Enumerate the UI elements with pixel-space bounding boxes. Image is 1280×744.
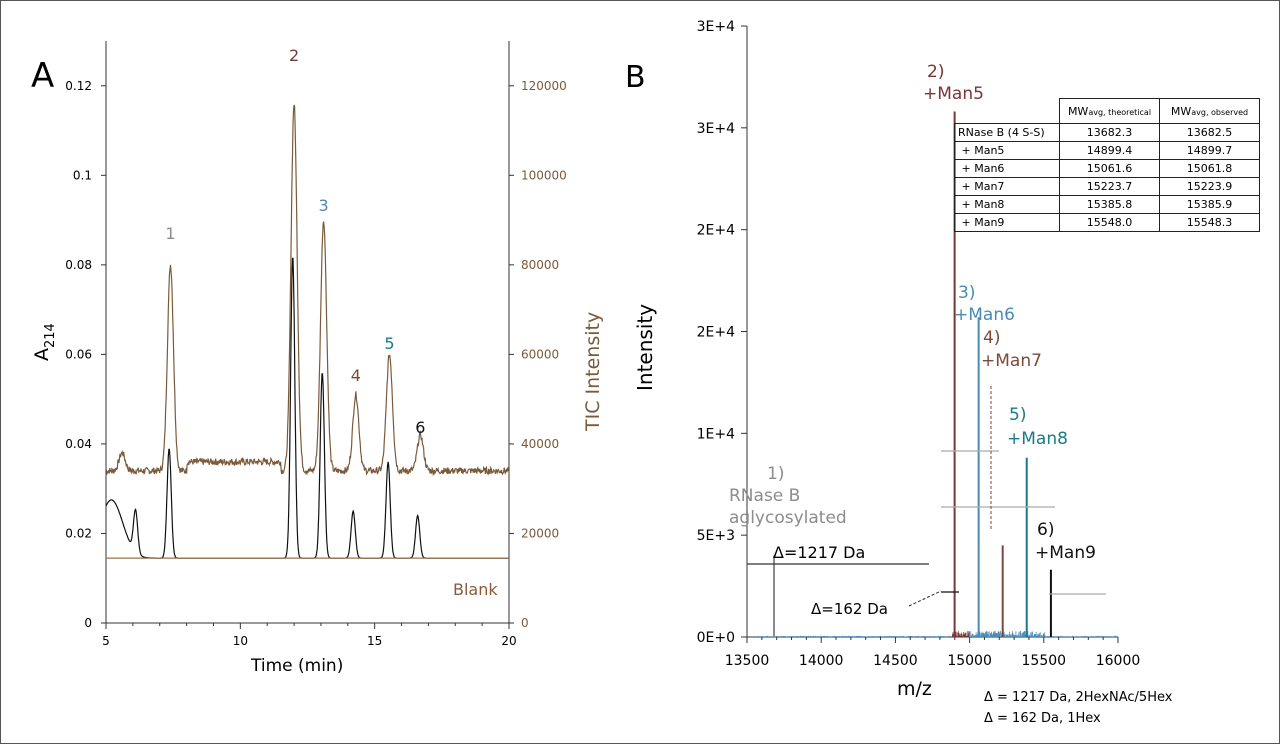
a-y2-tick-label: 20000 [521, 526, 559, 540]
a-y-tick-label: 0.08 [65, 258, 92, 272]
b-y-tick-label: 5E+3 [697, 528, 735, 544]
peak-label-3: 3 [319, 196, 329, 215]
b-y-tick-label: 3E+4 [697, 19, 735, 35]
panel-a: 5 10 15 2000.020.040.060.080.10.12020000400… [65, 41, 567, 648]
table-cell-value: 14899.7 [1159, 141, 1260, 160]
footnote-1: Δ = 1217 Da, 2HexNAc/5Hex [984, 690, 1173, 705]
ms-peak-label2-1: aglycosylated [729, 508, 847, 528]
header-observed: MWavg, observed [1159, 98, 1260, 124]
table-cell-label: + Man7 [954, 177, 1060, 196]
ms-peak-number-4: 4) [983, 328, 1000, 348]
blank-label: Blank [453, 580, 498, 599]
table-row: + Man9 15548.0 15548.3 [954, 213, 1260, 232]
ms-peak-number-5: 5) [1009, 405, 1026, 425]
b-y-tick-label: 1E+4 [697, 426, 735, 442]
table-row: RNase B (4 S-S) 13682.3 13682.5 [954, 123, 1260, 142]
table-row: + Man5 14899.4 14899.7 [954, 141, 1260, 160]
footnote-2: Δ = 162 Da, 1Hex [984, 711, 1101, 726]
table-row: + Man7 15223.7 15223.9 [954, 177, 1260, 196]
peak-label-6: 6 [415, 418, 425, 437]
b-x-tick-label: 15500 [1022, 653, 1067, 669]
b-x-tick-label: 14000 [799, 653, 844, 669]
a-y-tick-label: 0.12 [65, 79, 92, 93]
a-y-tick-label: 0.02 [65, 526, 92, 540]
b-ylabel: Intensity [633, 304, 657, 391]
ms-peak-label-3: +Man6 [954, 305, 1015, 325]
a-y-tick-label: 0.1 [73, 168, 92, 182]
a-y2-tick-label: 40000 [521, 437, 559, 451]
ms-peak-label-5: +Man8 [1007, 429, 1068, 449]
a-y2-tick-label: 60000 [521, 347, 559, 361]
table-row: + Man6 15061.6 15061.8 [954, 159, 1260, 178]
panel-letter-a: A [31, 56, 54, 96]
a-x-tick-label: 15 [367, 634, 382, 648]
b-y-tick-label: 0E+0 [697, 630, 735, 646]
a-y2-tick-label: 100000 [521, 168, 567, 182]
b-x-tick-label: 14500 [873, 653, 918, 669]
a-xlabel: Time (min) [250, 656, 343, 676]
table-row: + Man8 15385.8 15385.9 [954, 195, 1260, 214]
b-y-tick-label: 2E+4 [697, 223, 735, 239]
ms-peak-label-6: +Man9 [1035, 543, 1096, 563]
table-cell-value: 15385.8 [1059, 195, 1160, 214]
ms-peak-number-2: 2) [927, 62, 944, 82]
table-cell-value: 15223.9 [1159, 177, 1260, 196]
peak-label-4: 4 [351, 366, 361, 385]
b-x-tick-label: 13500 [725, 653, 770, 669]
peak-label-1: 1 [165, 224, 175, 243]
b-y-tick-label: 3E+4 [697, 121, 735, 137]
peak-label-5: 5 [384, 334, 394, 353]
table-cell-value: 13682.5 [1159, 123, 1260, 142]
a-series-1 [105, 104, 510, 477]
peak-label-2: 2 [289, 46, 299, 65]
a-y2-tick-label: 80000 [521, 258, 559, 272]
table-cell-value: 15385.9 [1159, 195, 1260, 214]
ms-peak-label-2: +Man5 [923, 84, 984, 104]
table-cell-label: + Man6 [954, 159, 1060, 178]
b-x-tick-label: 15000 [947, 653, 992, 669]
ms-peak-label-1: RNase B [729, 486, 800, 506]
a-x-tick-label: 5 [102, 634, 110, 648]
table-cell-value: 14899.4 [1059, 141, 1160, 160]
ms-peak-number-6: 6) [1037, 520, 1054, 540]
table-cell-value: 15548.0 [1059, 213, 1160, 232]
ms-peak-number-3: 3) [958, 283, 975, 303]
table-cell-value: 15061.6 [1059, 159, 1160, 178]
table-cell-value: 13682.3 [1059, 123, 1160, 142]
ms-peak-label-4: +Man7 [981, 351, 1042, 371]
delta-162-label: Δ=162 Da [811, 600, 888, 618]
delta-1217-label: Δ=1217 Da [773, 543, 865, 562]
table-cell-value: 15061.8 [1159, 159, 1260, 178]
header-theoretical: MWavg, theoretical [1059, 98, 1160, 124]
ms-peak-number-1: 1) [767, 464, 784, 484]
a-y-tick-label: 0.06 [65, 347, 92, 361]
a-y2-tick-label: 120000 [521, 79, 567, 93]
panel-letter-b: B [625, 60, 646, 95]
a-x-tick-label: 20 [501, 634, 516, 648]
a-series-0 [105, 257, 509, 559]
delta-162-leader [908, 590, 942, 607]
panel-b: 13500 14000 14500 15000 15500 16000 0E+0 5E+3 1E… [697, 19, 1141, 669]
table-cell-label: + Man9 [954, 213, 1060, 232]
a-y-tick-label: 0.04 [65, 437, 92, 451]
mw-table: MWavg, theoretical MWavg, observed RNase… [954, 98, 1260, 232]
table-cell-value: 15223.7 [1059, 177, 1160, 196]
table-cell-label: RNase B (4 S-S) [954, 123, 1060, 142]
b-x-tick-label: 16000 [1096, 653, 1141, 669]
table-cell-label: + Man8 [954, 195, 1060, 214]
b-y-tick-label: 2E+4 [697, 325, 735, 341]
a-x-tick-label: 10 [233, 634, 248, 648]
table-cell-value: 15548.3 [1159, 213, 1260, 232]
a-y-tick-label: 0 [84, 616, 92, 630]
a-y2label: TIC Intensity [582, 312, 604, 432]
table-cell-label: + Man5 [954, 141, 1060, 160]
a-y2-tick-label: 0 [521, 616, 529, 630]
b-xlabel: m/z [897, 678, 932, 700]
a-ylabel: A214 [31, 323, 58, 361]
